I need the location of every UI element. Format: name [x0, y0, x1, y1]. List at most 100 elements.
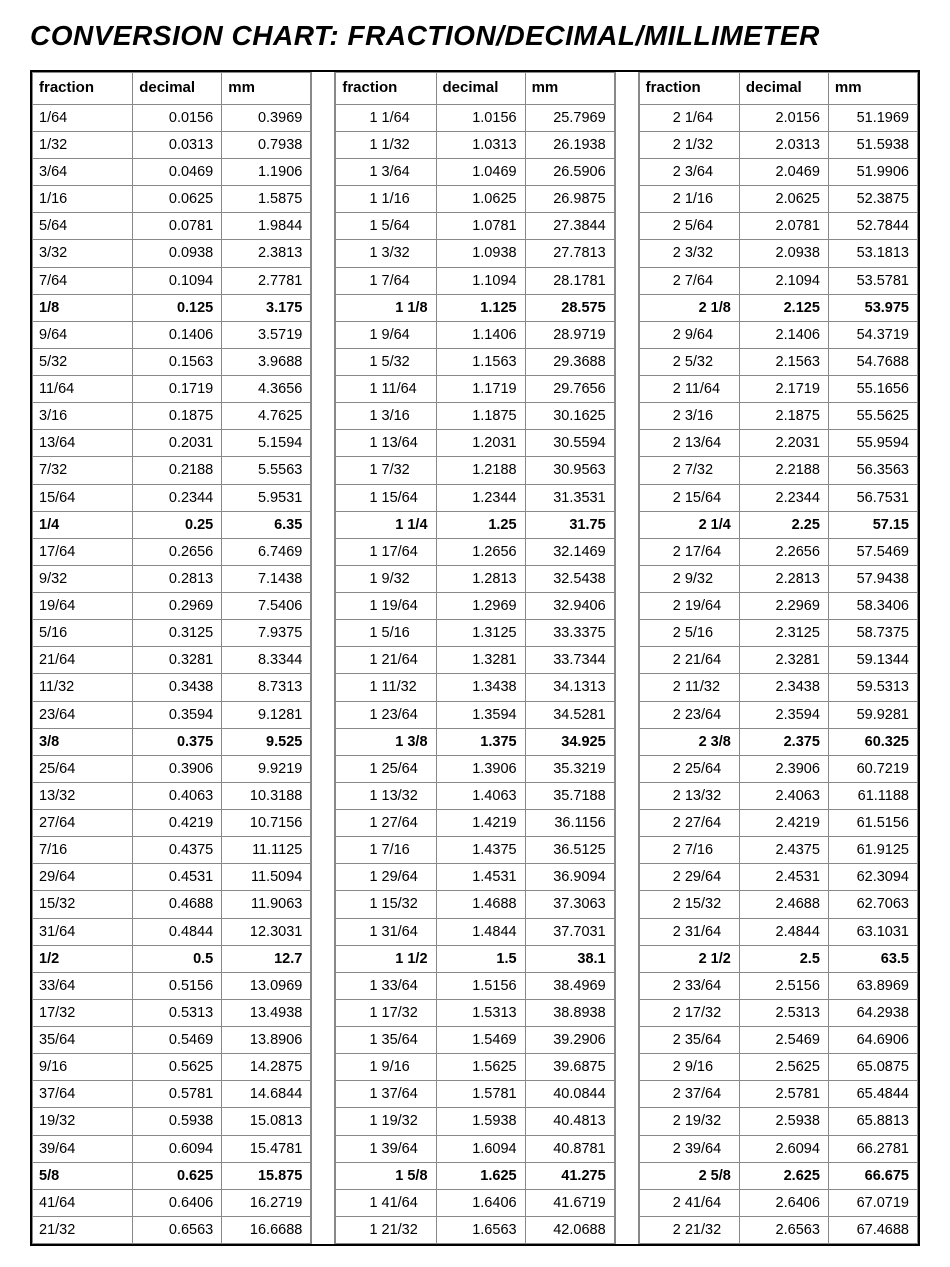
- cell-mm: 67.0719: [828, 1189, 917, 1216]
- cell-fraction: 7/32: [33, 457, 133, 484]
- table-row: 23/642.046951.9906: [639, 159, 917, 186]
- table-row: 29/640.453111.5094: [33, 864, 311, 891]
- cell-fraction: 1/16: [33, 186, 133, 213]
- table-row: 11/641.015625.7969: [336, 104, 614, 131]
- cell-fraction: 133/64: [336, 972, 436, 999]
- cell-mm: 5.1594: [222, 430, 311, 457]
- table-row: 3/80.3759.525: [33, 728, 311, 755]
- cell-fraction: 29/32: [639, 565, 739, 592]
- cell-mm: 54.3719: [828, 321, 917, 348]
- cell-decimal: 1.4844: [436, 918, 525, 945]
- cell-fraction: 223/64: [639, 701, 739, 728]
- table-row: 9/640.14063.5719: [33, 321, 311, 348]
- cell-decimal: 1.6563: [436, 1216, 525, 1243]
- cell-decimal: 2.5469: [739, 1027, 828, 1054]
- cell-mm: 39.2906: [525, 1027, 614, 1054]
- cell-fraction: 7/16: [33, 837, 133, 864]
- cell-decimal: 0.625: [133, 1162, 222, 1189]
- cell-decimal: 1.3125: [436, 620, 525, 647]
- cell-fraction: 21/64: [33, 647, 133, 674]
- cell-fraction: 5/16: [33, 620, 133, 647]
- cell-mm: 40.0844: [525, 1081, 614, 1108]
- table-row: 19/321.281332.5438: [336, 565, 614, 592]
- cell-decimal: 1.4531: [436, 864, 525, 891]
- cell-fraction: 119/64: [336, 593, 436, 620]
- cell-fraction: 27/64: [639, 267, 739, 294]
- col-header-mm: mm: [828, 73, 917, 105]
- cell-decimal: 1.2656: [436, 538, 525, 565]
- cell-decimal: 1.6406: [436, 1189, 525, 1216]
- cell-decimal: 2.1875: [739, 403, 828, 430]
- cell-decimal: 1.0469: [436, 159, 525, 186]
- cell-decimal: 0.6406: [133, 1189, 222, 1216]
- cell-fraction: 225/64: [639, 755, 739, 782]
- cell-mm: 55.1656: [828, 376, 917, 403]
- cell-mm: 13.0969: [222, 972, 311, 999]
- cell-mm: 13.8906: [222, 1027, 311, 1054]
- table-row: 121/641.328133.7344: [336, 647, 614, 674]
- cell-decimal: 0.0938: [133, 240, 222, 267]
- cell-decimal: 0.3594: [133, 701, 222, 728]
- cell-fraction: 121/64: [336, 647, 436, 674]
- cell-fraction: 15/64: [33, 484, 133, 511]
- table-row: 13/320.406310.3188: [33, 782, 311, 809]
- cell-decimal: 2.2344: [739, 484, 828, 511]
- cell-mm: 51.9906: [828, 159, 917, 186]
- cell-decimal: 0.2344: [133, 484, 222, 511]
- cell-decimal: 0.1875: [133, 403, 222, 430]
- cell-mm: 7.9375: [222, 620, 311, 647]
- cell-mm: 8.7313: [222, 674, 311, 701]
- cell-fraction: 31/64: [33, 918, 133, 945]
- cell-fraction: 221/32: [639, 1216, 739, 1243]
- cell-fraction: 9/16: [33, 1054, 133, 1081]
- cell-decimal: 1.5: [436, 945, 525, 972]
- cell-mm: 53.975: [828, 294, 917, 321]
- cell-decimal: 0.4219: [133, 810, 222, 837]
- cell-fraction: 235/64: [639, 1027, 739, 1054]
- cell-mm: 30.1625: [525, 403, 614, 430]
- cell-mm: 5.9531: [222, 484, 311, 511]
- cell-mm: 38.1: [525, 945, 614, 972]
- table-row: 241/642.640667.0719: [639, 1189, 917, 1216]
- cell-decimal: 2.4375: [739, 837, 828, 864]
- table-row: 113/321.406335.7188: [336, 782, 614, 809]
- cell-fraction: 227/64: [639, 810, 739, 837]
- table-row: 25/642.078152.7844: [639, 213, 917, 240]
- cell-mm: 59.9281: [828, 701, 917, 728]
- table-row: 117/641.265632.1469: [336, 538, 614, 565]
- cell-mm: 58.3406: [828, 593, 917, 620]
- cell-fraction: 137/64: [336, 1081, 436, 1108]
- cell-fraction: 9/64: [33, 321, 133, 348]
- cell-decimal: 0.5: [133, 945, 222, 972]
- table-row: 2 1/22.563.5: [639, 945, 917, 972]
- cell-mm: 15.0813: [222, 1108, 311, 1135]
- cell-decimal: 2.0313: [739, 131, 828, 158]
- table-row: 141/641.640641.6719: [336, 1189, 614, 1216]
- cell-decimal: 2.6563: [739, 1216, 828, 1243]
- cell-fraction: 19/64: [336, 321, 436, 348]
- cell-decimal: 2.5: [739, 945, 828, 972]
- cell-fraction: 1 1/4: [336, 511, 436, 538]
- cell-decimal: 0.1094: [133, 267, 222, 294]
- table-row: 211/642.171955.1656: [639, 376, 917, 403]
- cell-mm: 57.9438: [828, 565, 917, 592]
- cell-fraction: 17/16: [336, 837, 436, 864]
- cell-mm: 12.7: [222, 945, 311, 972]
- cell-fraction: 1 1/8: [336, 294, 436, 321]
- table-row: 113/641.203130.5594: [336, 430, 614, 457]
- cell-fraction: 15/64: [336, 213, 436, 240]
- cell-decimal: 1.0156: [436, 104, 525, 131]
- cell-mm: 3.175: [222, 294, 311, 321]
- cell-decimal: 1.2031: [436, 430, 525, 457]
- cell-decimal: 0.0625: [133, 186, 222, 213]
- table-row: 219/642.296958.3406: [639, 593, 917, 620]
- cell-fraction: 41/64: [33, 1189, 133, 1216]
- cell-decimal: 2.1563: [739, 348, 828, 375]
- cell-decimal: 2.5938: [739, 1108, 828, 1135]
- cell-decimal: 0.2813: [133, 565, 222, 592]
- cell-mm: 63.8969: [828, 972, 917, 999]
- cell-mm: 9.9219: [222, 755, 311, 782]
- cell-decimal: 1.5938: [436, 1108, 525, 1135]
- table-row: 1/640.01560.3969: [33, 104, 311, 131]
- table-row: 27/162.437561.9125: [639, 837, 917, 864]
